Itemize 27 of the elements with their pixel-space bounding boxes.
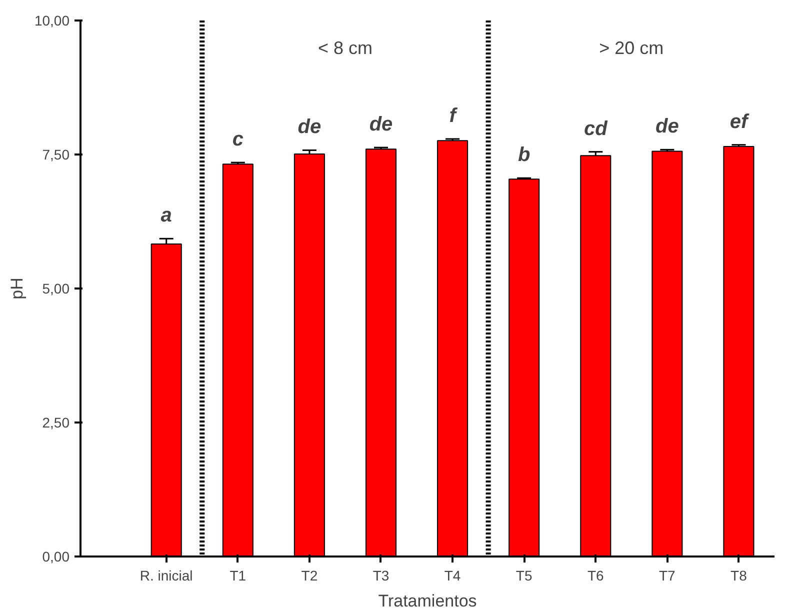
y-tick-label: 5,00 bbox=[42, 280, 70, 296]
annotation: < 8 cm bbox=[318, 38, 372, 58]
annotation: ef bbox=[730, 110, 750, 133]
x-tick-label: T2 bbox=[301, 568, 318, 584]
annotation: b bbox=[518, 144, 530, 166]
annotation: a bbox=[160, 204, 172, 227]
annotation: de bbox=[369, 114, 393, 136]
annotation: de bbox=[656, 116, 679, 138]
annotation: f bbox=[449, 104, 458, 127]
annotation: c bbox=[232, 128, 244, 151]
y-tick-label: 0,00 bbox=[42, 548, 70, 564]
x-tick-label: T7 bbox=[659, 568, 676, 584]
annotation: de bbox=[298, 116, 322, 138]
x-tick-label: T4 bbox=[444, 568, 461, 584]
x-tick-label: T5 bbox=[516, 568, 532, 584]
x-tick-label: T3 bbox=[372, 568, 390, 584]
annotation: > 20 cm bbox=[599, 38, 664, 58]
x-tick-label: T8 bbox=[730, 568, 748, 584]
y-tick-label: 2,50 bbox=[42, 414, 70, 430]
y-tick-label: 7,50 bbox=[42, 146, 70, 162]
y-axis-title: pH bbox=[7, 278, 26, 300]
x-tick-label: T6 bbox=[587, 568, 604, 584]
x-tick-label: T1 bbox=[230, 568, 246, 584]
x-tick-label: R. inicial bbox=[140, 568, 193, 584]
x-axis-title: Tratamientos bbox=[378, 592, 477, 610]
y-tick-label: 10,00 bbox=[34, 12, 70, 28]
annotation: cd bbox=[584, 118, 608, 140]
